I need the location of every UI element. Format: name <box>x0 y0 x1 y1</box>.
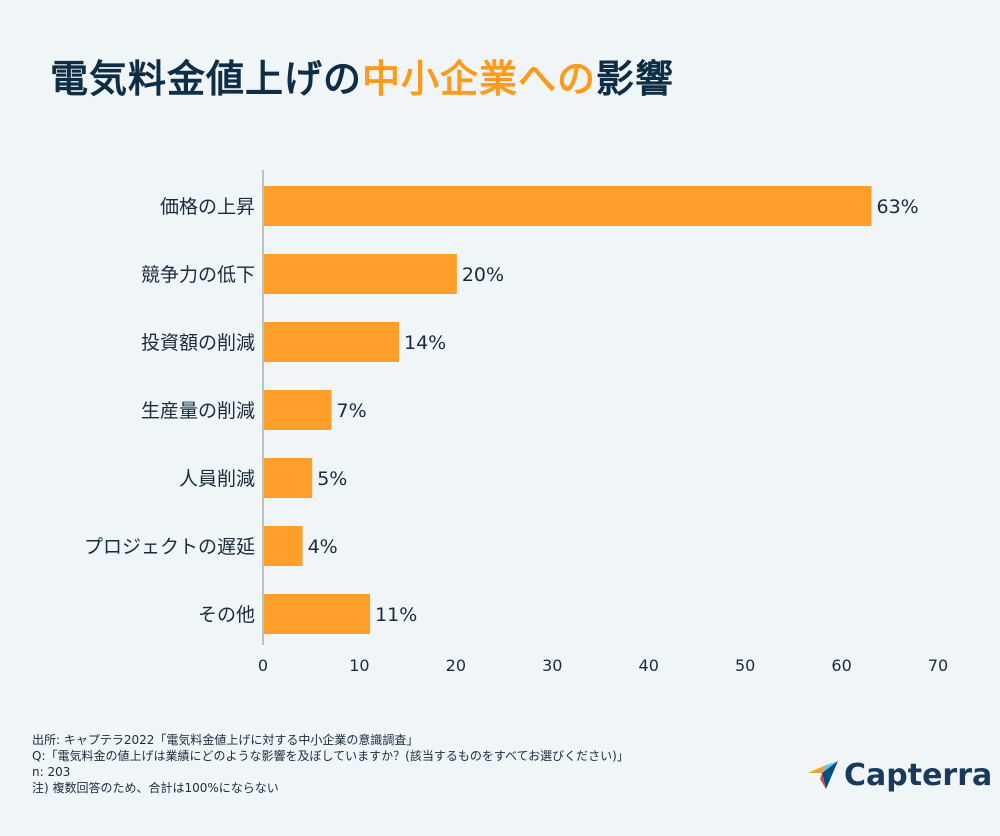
bar-3 <box>264 322 399 362</box>
x-tick-label-60: 60 <box>831 656 851 675</box>
bar-4 <box>264 390 332 430</box>
footer-note: 注) 複数回答のため、合計は100%にならない <box>32 781 279 795</box>
footer-question: Q:「電気料金の値上げは業績にどのような影響を及ぼしていますか？(該当するものを… <box>32 749 629 763</box>
value-label-1: 63% <box>877 196 919 218</box>
bar-2 <box>264 254 457 294</box>
page-title: 電気料金値上げの中小企業への影響 <box>50 48 674 103</box>
title-part1: 電気料金値上げの <box>50 57 363 101</box>
value-label-6: 4% <box>308 536 338 558</box>
value-label-5: 5% <box>317 468 347 490</box>
value-label-7: 11% <box>375 604 417 626</box>
category-label-7: その他 <box>198 604 255 626</box>
x-tick-label-0: 0 <box>258 656 268 675</box>
value-label-4: 7% <box>337 400 367 422</box>
capterra-logo: Capterra <box>806 758 992 793</box>
value-label-2: 20% <box>462 264 504 286</box>
value-label-3: 14% <box>404 332 446 354</box>
bar-1 <box>264 186 872 226</box>
category-label-3: 投資額の削減 <box>141 332 255 354</box>
x-tick-label-40: 40 <box>639 656 659 675</box>
x-tick-label-50: 50 <box>735 656 755 675</box>
category-label-4: 生産量の削減 <box>141 400 255 422</box>
bar-chart: 価格の上昇 63% 競争力の低下 20% 投資額の削減 14% 生産量の削減 7% 人員削減 5%… <box>84 170 948 675</box>
title-accent: 中小企業への <box>362 57 597 101</box>
footer-notes: 出所: キャプテラ2022「電気料金値上げに対する中小企業の意識調査」 Q:「電… <box>32 732 629 796</box>
category-label-1: 価格の上昇 <box>160 196 255 218</box>
footer-source: 出所: キャプテラ2022「電気料金値上げに対する中小企業の意識調査」 <box>32 733 419 747</box>
footer-n: n: 203 <box>32 765 71 779</box>
capterra-logo-icon <box>808 760 838 789</box>
x-tick-label-70: 70 <box>928 656 948 675</box>
bar-6 <box>264 526 303 566</box>
bar-5 <box>264 458 313 498</box>
category-label-5: 人員削減 <box>179 468 255 490</box>
category-label-2: 競争力の低下 <box>141 264 255 286</box>
category-label-6: プロジェクトの遅延 <box>84 536 255 558</box>
x-tick-label-20: 20 <box>446 656 466 675</box>
title-part2: 影響 <box>596 57 675 101</box>
x-tick-label-30: 30 <box>542 656 562 675</box>
bar-7 <box>264 594 371 634</box>
x-tick-label-10: 10 <box>349 656 369 675</box>
logo-text: Capterra <box>844 758 993 793</box>
